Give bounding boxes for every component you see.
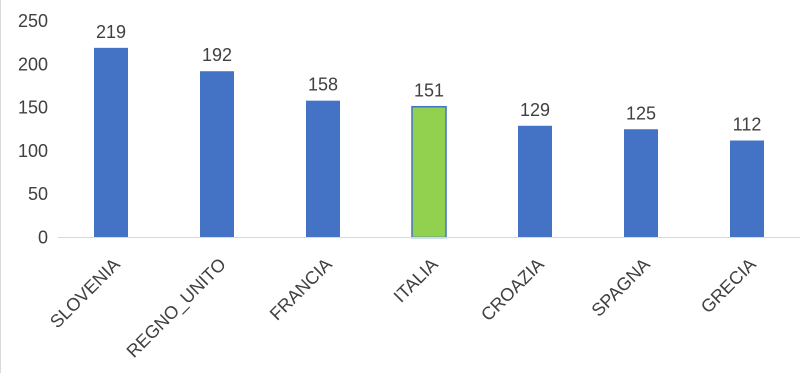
data-labels: 219 192 158 151 129 125 112 [96, 22, 761, 135]
category-label-grecia: GRECIA [697, 254, 760, 317]
y-axis-ticks: 0 50 100 150 200 250 [18, 11, 48, 248]
category-label-italia: ITALIA [390, 254, 442, 306]
category-label-francia: FRANCIA [266, 254, 336, 324]
category-label-regno-unito: REGNO_UNITO [123, 254, 231, 362]
bar-francia [306, 100, 340, 238]
bar-regno-unito [200, 71, 234, 238]
data-label-francia: 158 [308, 75, 338, 95]
data-label-croazia: 129 [520, 100, 550, 120]
bar-croazia [518, 125, 552, 238]
data-label-grecia: 112 [733, 115, 762, 135]
y-tick-label-50: 50 [28, 184, 48, 204]
bar-italia [411, 105, 447, 239]
y-tick-label-0: 0 [38, 228, 48, 248]
bar-grecia [730, 140, 764, 238]
category-label-spagna: SPAGNA [588, 254, 654, 320]
data-label-italia: 151 [414, 81, 444, 101]
data-label-regno-unito: 192 [202, 45, 232, 65]
y-tick-label-100: 100 [18, 141, 48, 161]
bar-slovenia [94, 47, 128, 238]
y-tick-label-200: 200 [18, 54, 48, 74]
data-label-slovenia: 219 [96, 22, 126, 42]
category-label-croazia: CROAZIA [477, 254, 548, 325]
bar-spagna [624, 129, 658, 238]
y-tick-label-150: 150 [18, 98, 48, 118]
data-label-spagna: 125 [626, 103, 656, 123]
category-label-slovenia: SLOVENIA [46, 254, 124, 332]
y-tick-label-250: 250 [18, 11, 48, 31]
bars [94, 47, 764, 239]
